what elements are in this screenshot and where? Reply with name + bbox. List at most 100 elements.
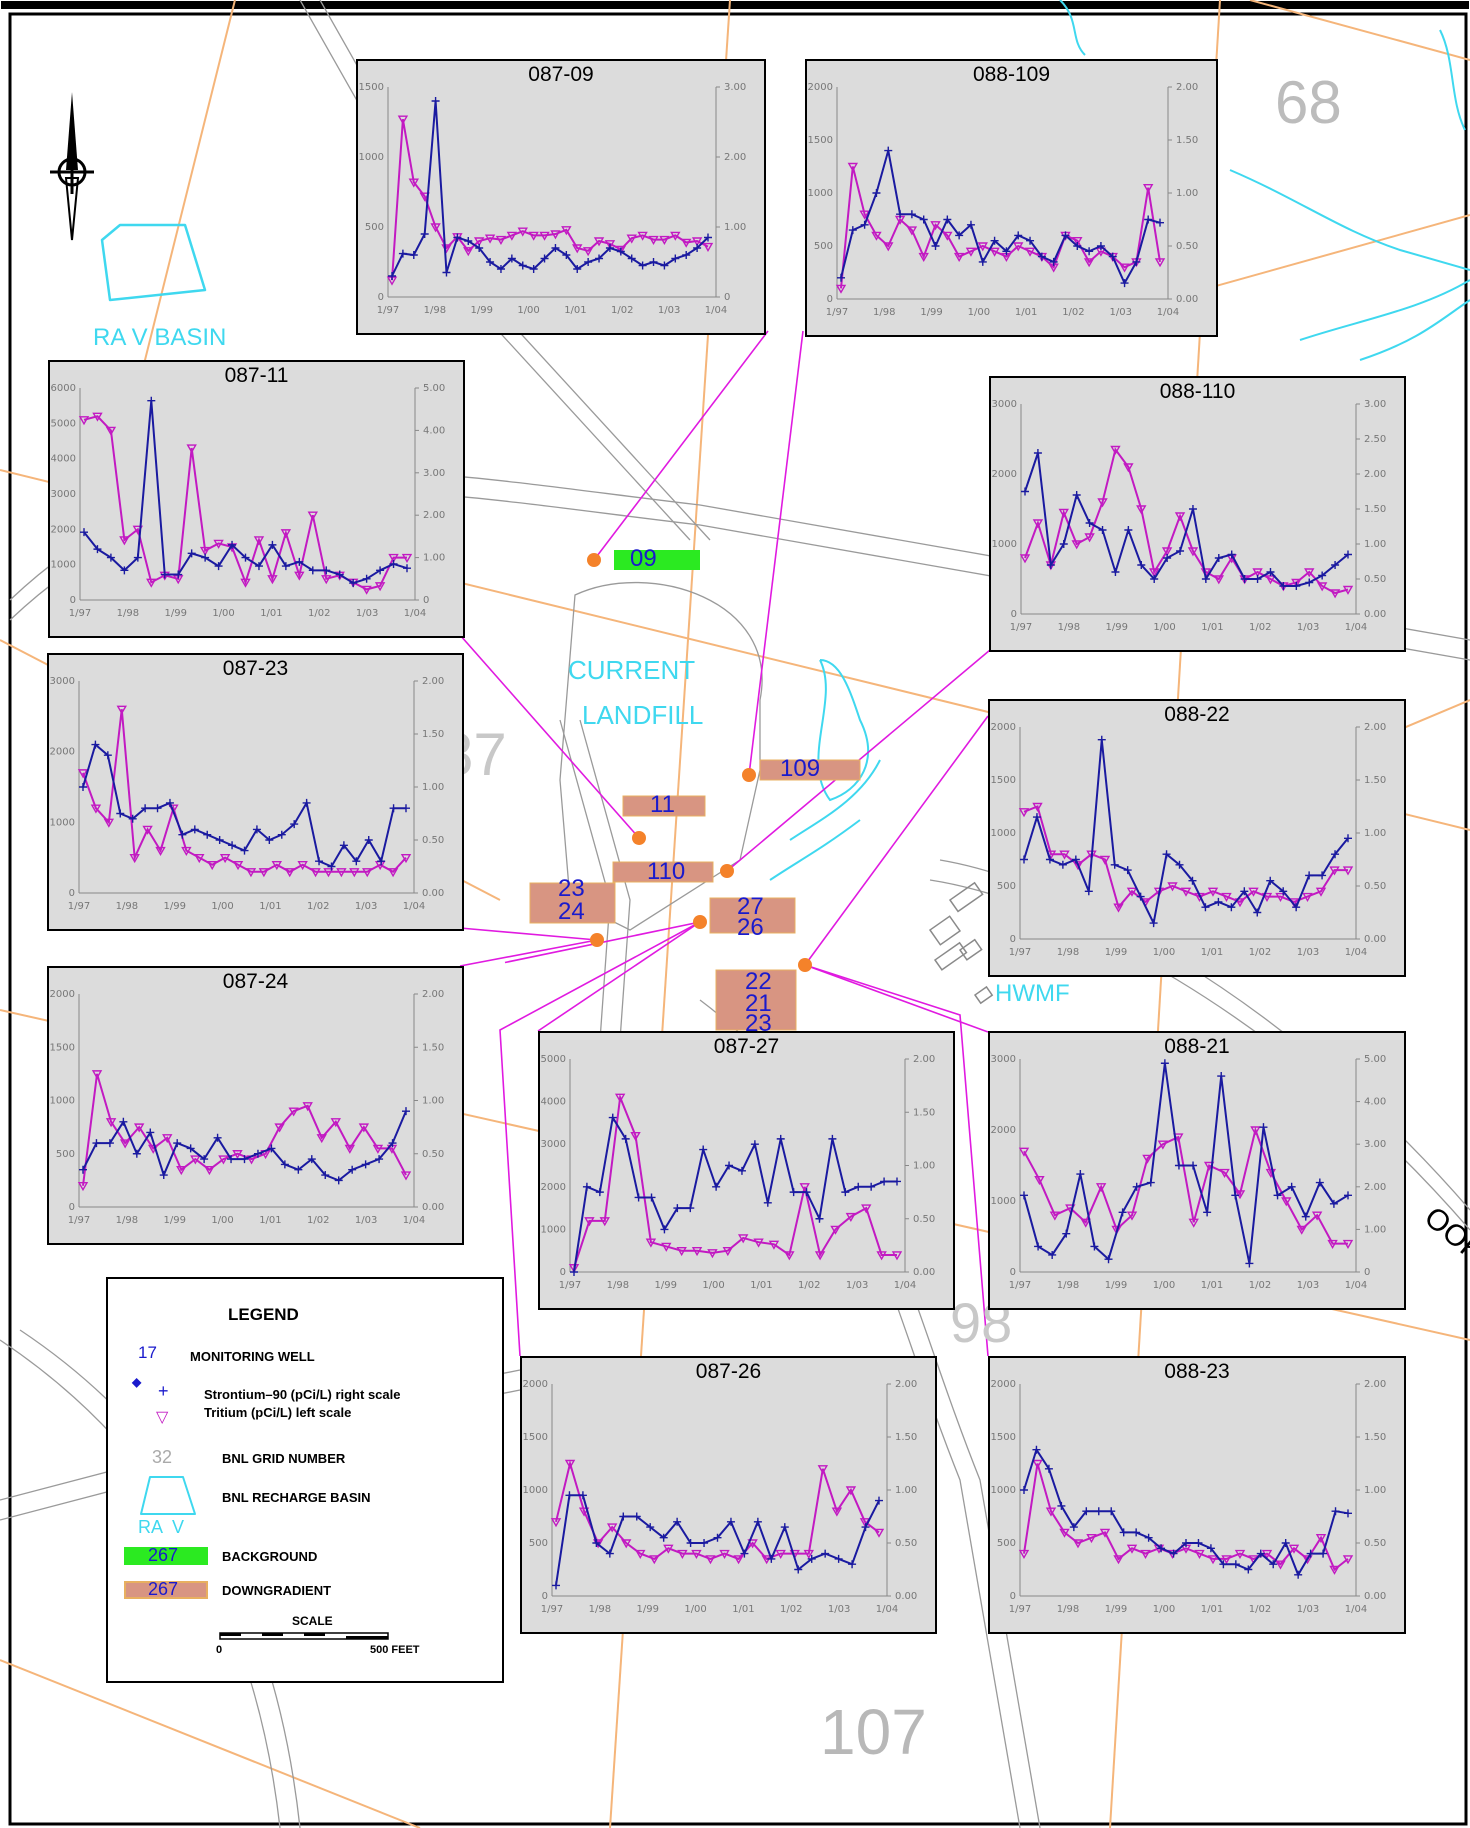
sr90-point bbox=[375, 1155, 384, 1164]
tritium-point bbox=[637, 231, 648, 241]
sr90-point bbox=[1194, 1539, 1203, 1547]
left-tick-label: 3000 bbox=[50, 676, 75, 687]
chart-plot-area bbox=[522, 1358, 935, 1632]
tritium-point bbox=[1049, 1211, 1061, 1221]
sr90-point bbox=[376, 566, 385, 575]
sr90-point bbox=[1169, 1549, 1178, 1558]
water-feature bbox=[1059, 0, 1086, 56]
sr90-point bbox=[1287, 1182, 1296, 1191]
tritium-point bbox=[1072, 1539, 1084, 1549]
sr90-series-line bbox=[1023, 739, 1349, 927]
sr90-point bbox=[1002, 247, 1011, 256]
right-tick-label: 3.00 bbox=[423, 468, 445, 479]
left-tick-label: 2000 bbox=[541, 1182, 566, 1193]
left-tick-label: 2000 bbox=[523, 1379, 548, 1390]
tritium-point bbox=[568, 1264, 580, 1274]
tritium-point bbox=[561, 226, 572, 236]
sr90-point bbox=[1085, 519, 1094, 527]
right-tick-label: 1.00 bbox=[1364, 1485, 1386, 1496]
left-tick-label: 2000 bbox=[991, 1125, 1016, 1136]
sr90-point bbox=[1240, 887, 1249, 896]
sr90-point bbox=[1188, 505, 1197, 513]
x-tick-label: 1/00 bbox=[211, 1215, 233, 1226]
tritium-point bbox=[336, 868, 347, 878]
sr90-point bbox=[240, 1155, 249, 1164]
legend-downgradient-swatch bbox=[124, 1581, 208, 1599]
sr90-point bbox=[1033, 449, 1042, 457]
right-tick-label: 1.50 bbox=[895, 1432, 917, 1443]
sr90-point bbox=[403, 564, 411, 573]
sr90-point bbox=[1026, 236, 1035, 245]
left-tick-label: 1000 bbox=[991, 828, 1016, 839]
sr90-point bbox=[389, 559, 398, 568]
sr90-point bbox=[1253, 908, 1262, 917]
sr90-point bbox=[1107, 1507, 1116, 1516]
sr90-point bbox=[280, 1160, 289, 1169]
sr90-point bbox=[1214, 897, 1223, 906]
sr90-point bbox=[884, 146, 893, 155]
sr90-point bbox=[322, 566, 331, 575]
sr90-point bbox=[551, 244, 560, 252]
x-tick-label: 1/00 bbox=[517, 305, 539, 316]
sr90-point bbox=[431, 97, 440, 105]
chart-plot-area bbox=[358, 61, 764, 333]
x-tick-label: 1/04 bbox=[894, 1280, 916, 1291]
right-tick-label: 0.00 bbox=[1364, 609, 1386, 620]
tritium-point bbox=[691, 1247, 703, 1257]
tritium-point bbox=[181, 846, 192, 857]
x-tick-label: 1/98 bbox=[1057, 1604, 1079, 1615]
tritium-point bbox=[330, 1118, 341, 1128]
sr90-point bbox=[1032, 1445, 1041, 1454]
sr90-point bbox=[105, 1139, 114, 1148]
sr90-point bbox=[1104, 1255, 1113, 1264]
tritium-point bbox=[1032, 802, 1043, 812]
tritium-point bbox=[297, 861, 308, 871]
x-tick-label: 1/01 bbox=[564, 305, 586, 316]
sr90-point bbox=[327, 862, 336, 871]
tritium-point bbox=[1126, 887, 1138, 897]
sr90-point bbox=[321, 1171, 330, 1180]
right-tick-label: 0 bbox=[724, 292, 730, 303]
sr90-point bbox=[402, 804, 410, 813]
sr90-point bbox=[638, 261, 647, 270]
tritium-point bbox=[1126, 1544, 1138, 1554]
sr90-point bbox=[584, 258, 593, 266]
well-label-23: 23 bbox=[558, 875, 585, 902]
x-tick-label: 1/00 bbox=[1153, 1604, 1175, 1615]
left-tick-label: 1500 bbox=[359, 82, 384, 93]
tritium-point bbox=[630, 1131, 641, 1142]
tritium-point bbox=[1315, 887, 1327, 897]
sr90-point bbox=[91, 740, 100, 749]
tritium-point bbox=[681, 238, 692, 248]
tritium-point bbox=[1072, 861, 1084, 871]
tritium-point bbox=[883, 242, 894, 252]
sr90-point bbox=[377, 857, 386, 866]
sr90-point bbox=[1094, 1507, 1103, 1516]
sr90-point bbox=[686, 1539, 695, 1547]
tritium-point bbox=[77, 769, 89, 779]
tritium-point bbox=[129, 853, 140, 864]
tritium-point bbox=[942, 231, 953, 241]
tritium-series-line bbox=[1023, 1126, 1348, 1245]
sr90-point bbox=[349, 579, 358, 588]
chart-087-26: 087-26 0 500 1000 1500 2000 0.00 0.50 1.00 1.50 2.… bbox=[520, 1356, 937, 1634]
tritium-point bbox=[1188, 1218, 1199, 1228]
tritium-point bbox=[146, 578, 157, 588]
rav-basin-shape bbox=[100, 223, 207, 302]
left-tick-label: 1000 bbox=[808, 188, 833, 199]
legend-recharge-basin: BNL RECHARGE BASIN bbox=[222, 1490, 371, 1505]
sr90-point bbox=[763, 1198, 772, 1207]
chart-088-23: 088-23 0 500 1000 1500 2000 0.00 0.50 1.00 1.50 2.… bbox=[988, 1356, 1406, 1634]
sr90-point bbox=[1319, 1549, 1328, 1558]
sr90-point bbox=[1137, 561, 1146, 569]
chart-title: 087-09 bbox=[528, 63, 593, 86]
sr90-point bbox=[1189, 1161, 1198, 1170]
sr90-point bbox=[1266, 876, 1275, 885]
tritium-point bbox=[784, 1251, 795, 1261]
tritium-point bbox=[1018, 808, 1030, 818]
sr90-point bbox=[348, 1165, 357, 1174]
sr90-point bbox=[178, 830, 187, 839]
grid-line bbox=[1249, 0, 1470, 61]
sr90-point bbox=[79, 1165, 87, 1174]
chart-plot-area bbox=[540, 1033, 953, 1308]
